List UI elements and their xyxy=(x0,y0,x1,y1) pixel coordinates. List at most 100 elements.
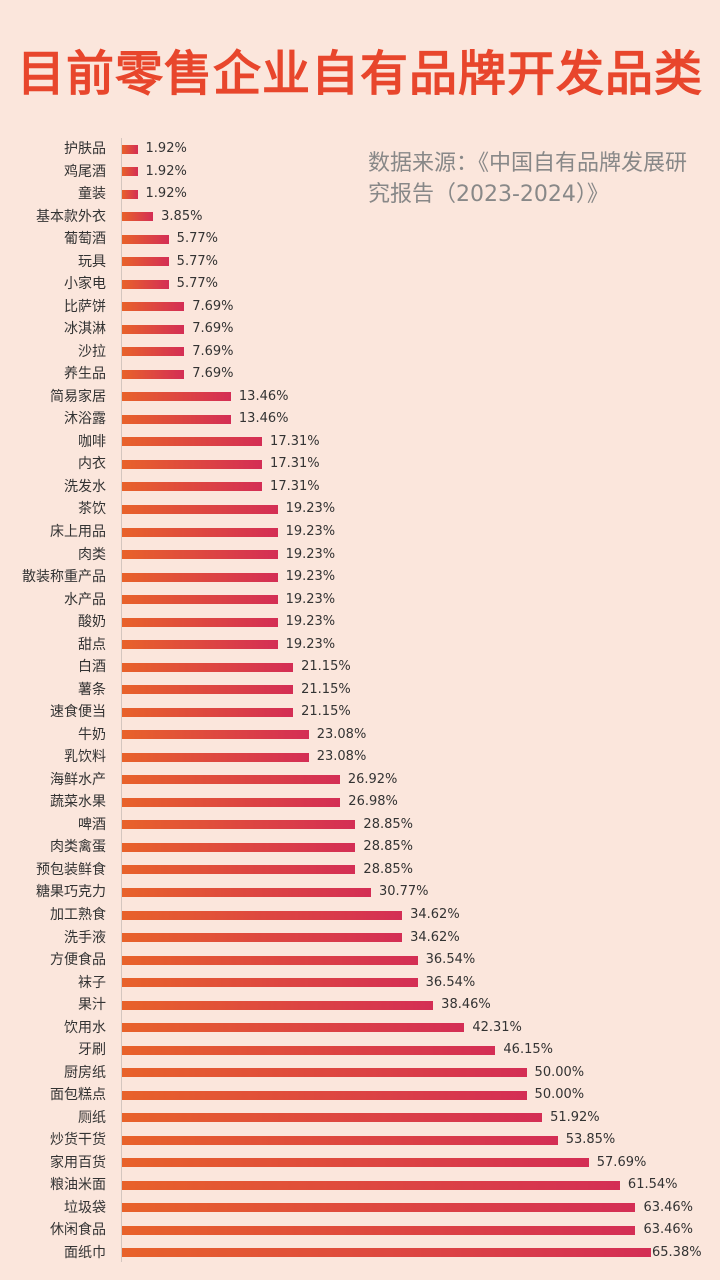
value-label: 50.00% xyxy=(534,1087,585,1103)
value-label: 13.46% xyxy=(238,411,289,427)
value-label: 7.69% xyxy=(192,298,234,314)
category-label: 基本款外衣 xyxy=(36,208,106,225)
bar xyxy=(122,1023,465,1033)
bar xyxy=(122,955,418,965)
value-label: 26.92% xyxy=(347,771,398,787)
value-label: 1.92% xyxy=(145,186,187,202)
bar xyxy=(122,257,169,267)
bar xyxy=(122,730,309,740)
value-label: 34.62% xyxy=(410,907,460,923)
value-label: 5.77% xyxy=(176,276,218,292)
category-label: 炒货干货 xyxy=(50,1132,106,1149)
category-label: 厕纸 xyxy=(78,1109,106,1126)
bar xyxy=(122,527,278,537)
value-label: 7.69% xyxy=(192,321,234,337)
bar xyxy=(122,617,278,627)
value-label: 28.85% xyxy=(363,861,413,877)
category-label: 小家电 xyxy=(64,276,106,293)
category-label: 加工熟食 xyxy=(50,907,106,924)
category-label: 简易家居 xyxy=(50,388,106,405)
category-label: 果汁 xyxy=(78,997,106,1014)
value-label: 63.46% xyxy=(643,1222,694,1238)
value-label: 51.92% xyxy=(550,1109,600,1125)
bar xyxy=(122,775,340,785)
category-label: 咖啡 xyxy=(78,433,106,450)
bar xyxy=(122,842,356,852)
bar xyxy=(122,279,169,289)
bar xyxy=(122,392,231,402)
value-label: 13.46% xyxy=(238,388,289,404)
value-label: 23.08% xyxy=(316,749,367,765)
value-label: 65.38% xyxy=(652,1244,702,1260)
bar xyxy=(122,887,371,897)
bar xyxy=(122,797,341,807)
category-label: 面纸巾 xyxy=(64,1244,106,1261)
category-label: 肉类 xyxy=(78,546,106,563)
category-label: 速食便当 xyxy=(50,704,106,721)
value-label: 26.98% xyxy=(348,794,398,810)
category-label: 洗发水 xyxy=(64,478,106,495)
category-label: 内衣 xyxy=(78,456,106,473)
category-label: 方便食品 xyxy=(50,952,106,969)
value-label: 53.85% xyxy=(565,1132,616,1148)
value-label: 17.31% xyxy=(270,478,320,494)
bar xyxy=(122,640,278,650)
category-label: 面包糕点 xyxy=(50,1087,106,1104)
category-label: 白酒 xyxy=(78,659,106,676)
bar xyxy=(122,707,294,717)
value-label: 7.69% xyxy=(192,343,234,359)
category-label: 葡萄酒 xyxy=(64,231,106,248)
category-label: 沐浴露 xyxy=(64,411,106,428)
bar xyxy=(122,865,356,875)
category-label: 茶饮 xyxy=(78,501,106,518)
category-label: 牛奶 xyxy=(78,726,106,743)
value-label: 3.85% xyxy=(161,208,203,224)
category-label: 养生品 xyxy=(64,366,106,383)
bar xyxy=(122,1113,543,1123)
bar xyxy=(122,1225,636,1235)
bar xyxy=(122,167,138,177)
bar xyxy=(122,820,356,830)
value-label: 34.62% xyxy=(410,929,460,945)
value-label: 36.54% xyxy=(425,974,476,990)
category-label: 乳饮料 xyxy=(64,749,106,766)
bar xyxy=(122,1248,651,1258)
category-label: 牙刷 xyxy=(78,1042,106,1059)
bar xyxy=(122,369,185,379)
category-label: 沙拉 xyxy=(78,343,106,360)
value-label: 19.23% xyxy=(285,501,336,517)
bar xyxy=(122,437,263,447)
bar xyxy=(122,1090,527,1100)
category-label: 糖果巧克力 xyxy=(36,884,106,901)
bar xyxy=(122,347,185,357)
value-label: 19.23% xyxy=(285,591,336,607)
value-label: 50.00% xyxy=(534,1064,585,1080)
bar xyxy=(122,324,185,334)
value-label: 46.15% xyxy=(503,1042,553,1058)
category-label: 比萨饼 xyxy=(64,298,106,315)
category-label: 粮油米面 xyxy=(50,1177,106,1194)
data-source-annotation: 数据来源：《中国自有品牌发展研究报告（2023-2024）》 xyxy=(368,151,688,207)
category-label: 护肤品 xyxy=(64,141,106,157)
bar xyxy=(122,595,278,605)
category-axis-line xyxy=(121,138,122,1262)
value-label: 1.92% xyxy=(145,141,187,156)
category-label: 散装称重产品 xyxy=(22,569,106,586)
category-label: 休闲食品 xyxy=(50,1222,106,1239)
category-label: 玩具 xyxy=(78,253,106,270)
category-label: 海鲜水产 xyxy=(50,771,106,788)
value-label: 19.23% xyxy=(285,569,336,585)
category-label: 冰淇淋 xyxy=(64,321,106,338)
bar xyxy=(122,189,138,199)
category-label: 洗手液 xyxy=(64,929,106,946)
category-label: 饮用水 xyxy=(64,1019,106,1036)
bar xyxy=(122,1135,558,1145)
value-label: 21.15% xyxy=(301,659,351,675)
value-label: 30.77% xyxy=(378,884,429,900)
bar xyxy=(122,1068,527,1078)
value-label: 23.08% xyxy=(316,726,367,742)
value-label: 17.31% xyxy=(270,456,320,472)
value-label: 57.69% xyxy=(596,1154,647,1170)
value-label: 38.46% xyxy=(441,997,491,1013)
